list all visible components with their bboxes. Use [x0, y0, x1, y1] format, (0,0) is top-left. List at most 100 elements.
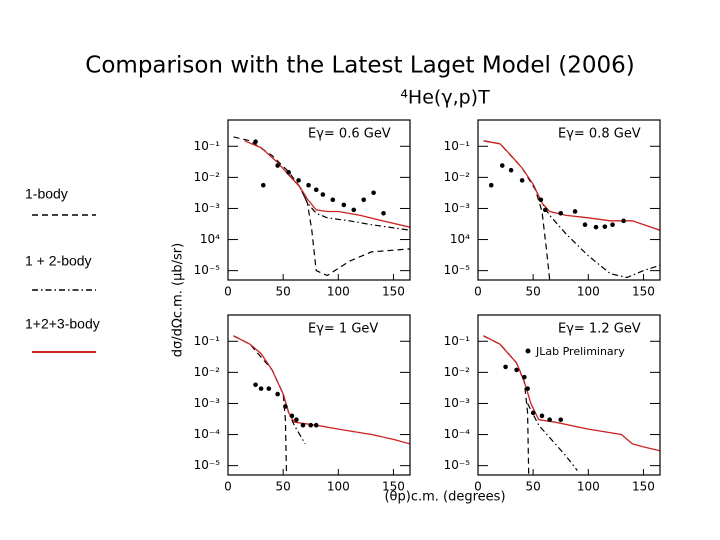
data-point — [286, 170, 291, 175]
x-tick-label: 100 — [577, 285, 600, 299]
x-tick-label: 150 — [632, 285, 655, 299]
y-tick-label: 10⁻² — [444, 170, 471, 184]
data-point — [508, 167, 514, 173]
data-point — [488, 182, 494, 188]
x-tick-label: 0 — [474, 285, 482, 299]
y-tick-label: 10⁻³ — [194, 201, 221, 215]
data-point — [503, 364, 508, 370]
data-point — [253, 382, 258, 388]
data-point — [275, 391, 280, 397]
data-point — [547, 417, 552, 423]
y-tick-label: 10⁻¹ — [444, 139, 471, 153]
data-point — [539, 413, 545, 419]
x-tick-label: 150 — [382, 480, 405, 494]
data-point — [253, 139, 258, 145]
data-point — [296, 178, 301, 183]
data-point — [300, 422, 306, 428]
data-point — [499, 163, 505, 168]
data-point — [283, 404, 288, 409]
y-tick-label: 10⁻³ — [444, 396, 471, 410]
data-point — [260, 182, 266, 188]
data-point — [320, 192, 326, 197]
legend-label: 1+2+3-body — [25, 316, 100, 332]
model-curve — [483, 335, 530, 475]
data-point — [381, 210, 386, 216]
data-point — [522, 374, 527, 380]
panel-frame — [477, 314, 661, 476]
data-point — [542, 207, 548, 213]
energy-label: Eγ= 1 GeV — [308, 322, 378, 337]
model-curve — [483, 140, 660, 231]
data-point — [351, 207, 357, 213]
y-tick-label: 10⁻⁵ — [444, 458, 471, 472]
data-point — [525, 386, 530, 391]
data-point — [306, 182, 311, 188]
data-point — [266, 386, 272, 391]
model-curve — [532, 184, 660, 279]
data-point — [582, 222, 588, 228]
x-tick-label: 100 — [327, 480, 350, 494]
y-tick-label: 10⁻¹ — [194, 139, 221, 153]
note-marker — [525, 348, 531, 354]
data-point — [308, 422, 314, 428]
energy-label: Eγ= 0.8 GeV — [558, 127, 641, 142]
data-point — [538, 197, 544, 203]
panel-frame — [227, 119, 411, 281]
model-curve — [282, 393, 306, 445]
y-tick-label: 10⁻¹ — [194, 334, 221, 348]
x-tick-label: 100 — [327, 285, 350, 299]
x-tick-label: 150 — [382, 285, 405, 299]
panel-frame — [227, 314, 411, 476]
panel — [483, 335, 660, 475]
panel — [233, 136, 410, 277]
model-curve — [483, 335, 660, 452]
data-point — [313, 422, 319, 428]
data-point — [530, 410, 536, 416]
x-tick-label: 0 — [224, 480, 232, 494]
data-point — [621, 218, 626, 224]
panel-frame — [477, 119, 661, 281]
data-point — [275, 163, 280, 168]
x-tick-label: 0 — [224, 285, 232, 299]
data-point — [361, 197, 366, 203]
x-tick-label: 150 — [632, 480, 655, 494]
y-tick-label: 10⁻⁵ — [194, 458, 221, 472]
model-curve — [244, 140, 410, 228]
model-curve — [233, 335, 288, 475]
reaction-label: ⁴He(γ,p)T — [400, 87, 490, 109]
legend-label: 1 + 2-body — [25, 253, 92, 269]
data-point — [519, 178, 525, 183]
y-tick-label: 10⁻⁴ — [444, 427, 471, 441]
data-point — [371, 190, 376, 196]
model-curve — [233, 136, 410, 277]
data-point — [341, 202, 347, 208]
data-point — [558, 417, 564, 423]
data-point — [602, 224, 608, 229]
y-tick-label: 10⁻¹ — [444, 334, 471, 348]
panel — [483, 140, 660, 280]
data-point — [514, 367, 519, 373]
data-point — [593, 224, 599, 230]
panel — [233, 335, 410, 475]
x-tick-label: 50 — [526, 480, 541, 494]
x-axis-label: (θp)c.m. (degrees) — [384, 490, 505, 505]
y-tick-label: 10⁴ — [450, 232, 470, 246]
y-tick-label: 10⁻³ — [444, 201, 471, 215]
legend-label: 1-body — [25, 186, 68, 202]
data-point — [313, 187, 319, 193]
x-tick-label: 50 — [276, 285, 291, 299]
x-tick-label: 50 — [526, 285, 541, 299]
x-tick-label: 100 — [577, 480, 600, 494]
y-tick-label: 10⁻² — [444, 365, 471, 379]
data-point — [558, 210, 564, 216]
data-point — [289, 413, 295, 419]
x-tick-label: 50 — [276, 480, 291, 494]
y-tick-label: 10⁻³ — [194, 396, 221, 410]
note-label: JLab Preliminary — [535, 345, 625, 358]
data-point — [572, 209, 578, 214]
energy-label: Eγ= 1.2 GeV — [558, 322, 641, 337]
model-curve — [527, 403, 578, 471]
data-point — [610, 222, 615, 228]
y-tick-label: 10⁻⁴ — [194, 427, 221, 441]
